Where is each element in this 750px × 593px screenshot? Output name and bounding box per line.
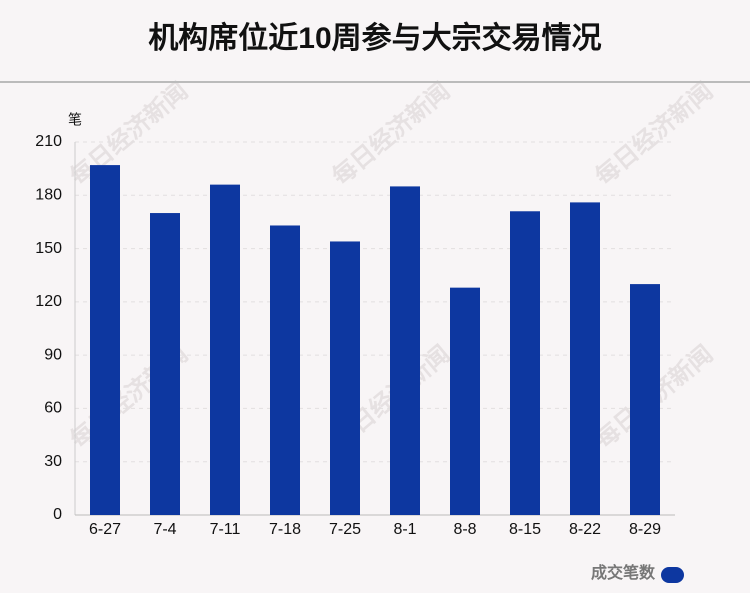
y-tick-label: 60 (44, 400, 62, 417)
x-tick-label: 8-15 (509, 521, 541, 538)
bar (630, 284, 660, 515)
x-tick-label: 7-11 (210, 521, 241, 538)
x-tick-label: 6-27 (89, 521, 121, 538)
bar (270, 225, 300, 515)
bar (150, 213, 180, 516)
legend-label: 成交笔数 (591, 563, 656, 582)
y-tick-label: 210 (35, 133, 62, 150)
bar (330, 241, 360, 515)
x-tick-label: 8-29 (629, 521, 661, 538)
x-tick-label: 7-4 (153, 521, 176, 538)
bar (450, 287, 480, 515)
x-tick-label: 7-18 (269, 521, 301, 538)
y-axis-unit: 笔 (68, 112, 82, 128)
chart-title: 机构席位近10周参与大宗交易情况 (148, 21, 601, 55)
bar (90, 165, 120, 516)
x-tick-label: 8-8 (453, 521, 476, 538)
y-tick-label: 120 (35, 293, 62, 310)
bar (390, 186, 420, 515)
y-tick-label: 0 (53, 506, 62, 523)
bar (210, 184, 240, 515)
x-tick-label: 7-25 (329, 521, 361, 538)
y-tick-label: 90 (44, 346, 62, 363)
y-tick-label: 30 (44, 453, 62, 470)
y-tick-label: 150 (35, 240, 62, 257)
x-tick-label: 8-1 (393, 521, 416, 538)
y-tick-label: 180 (35, 187, 62, 204)
x-tick-label: 8-22 (569, 521, 601, 538)
bar (510, 211, 540, 515)
bar (570, 202, 600, 515)
legend-swatch (661, 567, 684, 583)
